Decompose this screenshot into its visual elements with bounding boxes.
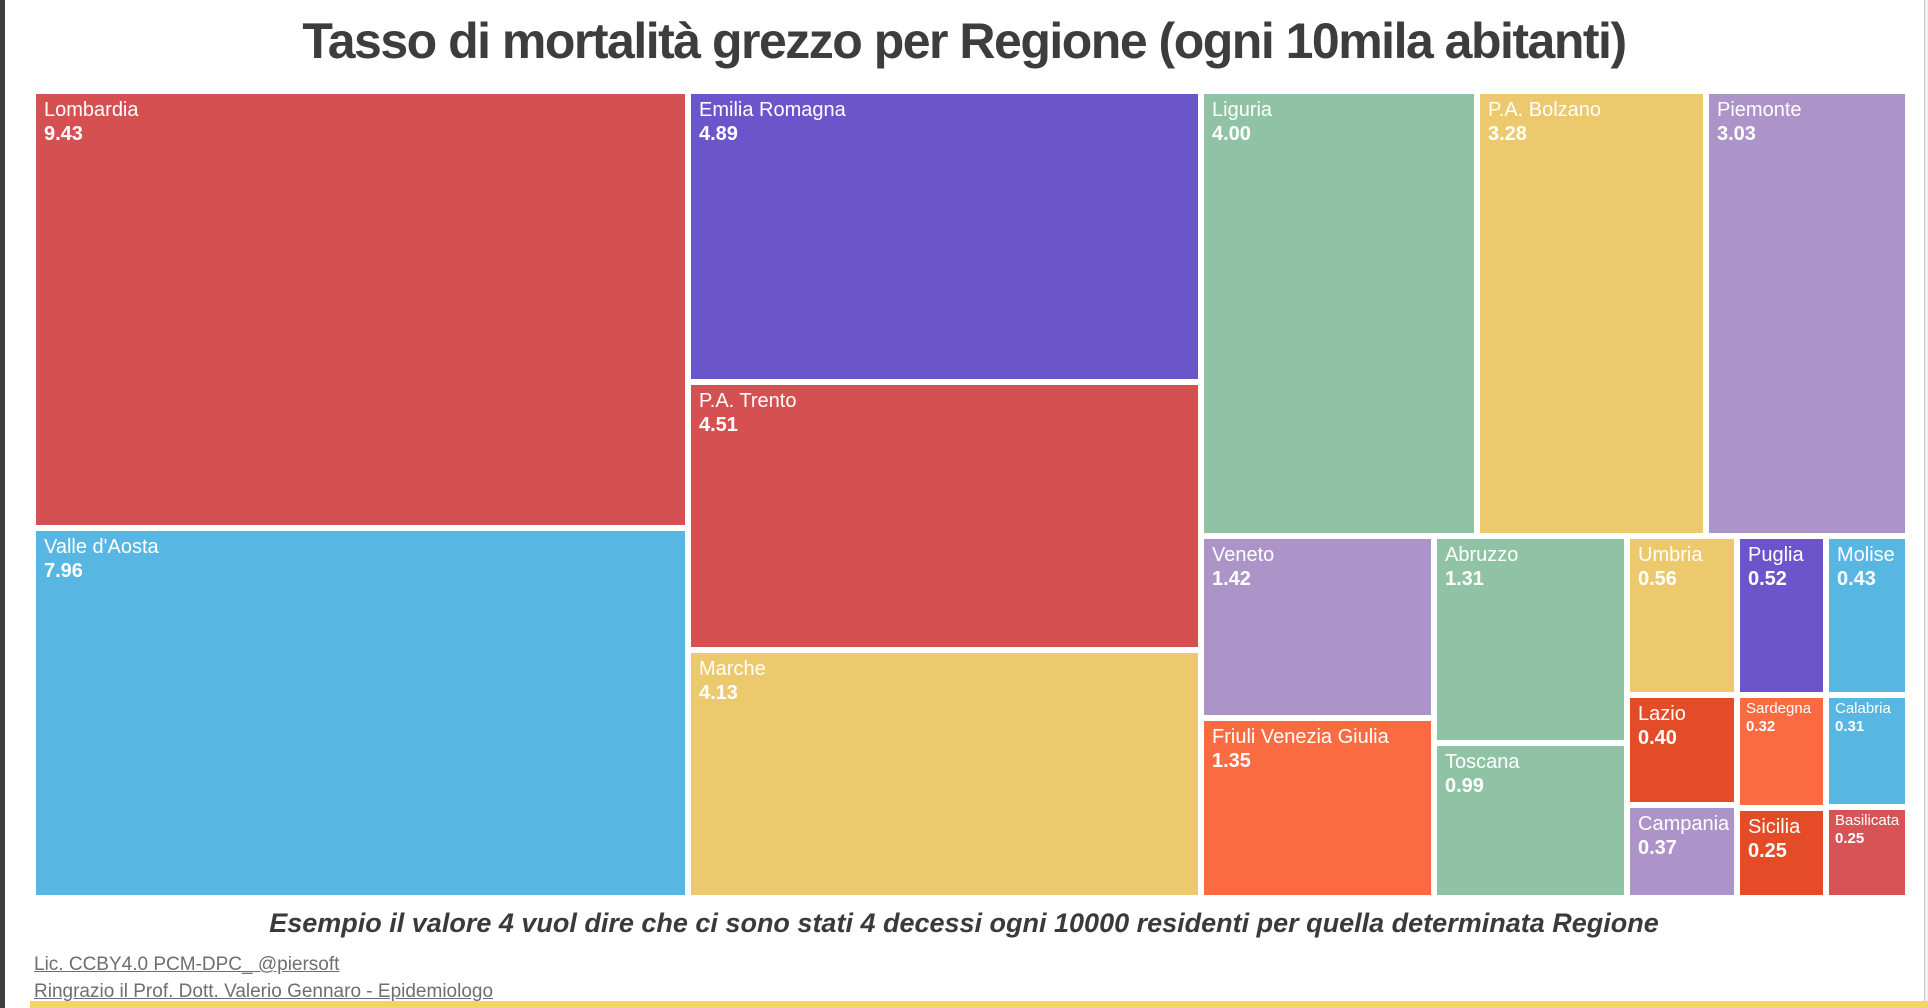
- region-name: P.A. Bolzano: [1488, 99, 1602, 121]
- cell-label: Sicilia 0.25: [1740, 811, 1823, 863]
- treemap-cell-sicilia[interactable]: Sicilia 0.25: [1737, 808, 1826, 898]
- cell-label: Piemonte 3.03: [1709, 94, 1905, 146]
- chart-caption: Esempio il valore 4 vuol dire che ci son…: [269, 908, 1659, 938]
- cell-label: Friuli Venezia Giulia 1.35: [1204, 721, 1431, 773]
- license-link[interactable]: Lic. CCBY4.0 PCM-DPC_ @piersoft: [34, 954, 340, 975]
- cell-label: Lazio 0.40: [1630, 698, 1734, 750]
- region-name: Campania: [1638, 813, 1730, 835]
- region-value: 1.42: [1212, 568, 1251, 590]
- region-name: Veneto: [1212, 544, 1275, 566]
- scrollbar[interactable]: [1924, 0, 1928, 1008]
- region-name: Basilicata: [1835, 812, 1900, 829]
- cell-label: Umbria 0.56: [1630, 539, 1734, 591]
- treemap-cell-molise[interactable]: Molise 0.43: [1826, 536, 1908, 695]
- cell-label: P.A. Bolzano 3.28: [1480, 94, 1703, 146]
- treemap-cell-p-a-trento[interactable]: P.A. Trento 4.51: [688, 382, 1201, 650]
- region-name: P.A. Trento: [699, 390, 797, 412]
- region-value: 0.99: [1445, 775, 1484, 797]
- region-value: 1.31: [1445, 568, 1484, 590]
- treemap-cell-basilicata[interactable]: Basilicata 0.25: [1826, 807, 1908, 898]
- region-name: Marche: [699, 658, 766, 680]
- region-name: Piemonte: [1717, 99, 1802, 121]
- treemap-cell-sardegna[interactable]: Sardegna 0.32: [1737, 695, 1826, 808]
- chart-title: Tasso di mortalità grezzo per Regione (o…: [302, 13, 1627, 69]
- treemap-chart: Lombardia 9.43 Valle d'Aosta 7.96 Emilia Rom…: [33, 91, 1908, 898]
- treemap-cell-lombardia[interactable]: Lombardia 9.43: [33, 91, 688, 528]
- region-name: Molise: [1837, 544, 1895, 566]
- treemap-cell-friuli-venezia-giulia[interactable]: Friuli Venezia Giulia 1.35: [1201, 718, 1434, 898]
- region-value: 4.51: [699, 414, 738, 436]
- treemap-cell-valle-d-aosta[interactable]: Valle d'Aosta 7.96: [33, 528, 688, 898]
- region-value: 4.13: [699, 682, 738, 704]
- region-value: 3.03: [1717, 123, 1756, 145]
- region-value: 7.96: [44, 560, 83, 582]
- cell-label: Lombardia 9.43: [36, 94, 685, 146]
- cell-label: Valle d'Aosta 7.96: [36, 531, 685, 583]
- cell-label: P.A. Trento 4.51: [691, 385, 1198, 437]
- region-name: Sicilia: [1748, 816, 1801, 838]
- region-name: Abruzzo: [1445, 544, 1519, 566]
- region-value: 0.37: [1638, 837, 1677, 859]
- treemap-cell-veneto[interactable]: Veneto 1.42: [1201, 536, 1434, 718]
- region-value: 0.56: [1638, 568, 1677, 590]
- treemap-cell-marche[interactable]: Marche 4.13: [688, 650, 1201, 898]
- region-value: 4.00: [1212, 123, 1251, 145]
- window-left-edge: [0, 0, 5, 1008]
- treemap-cell-liguria[interactable]: Liguria 4.00: [1201, 91, 1477, 536]
- region-name: Lazio: [1638, 703, 1686, 725]
- region-value: 0.32: [1746, 718, 1776, 735]
- treemap-cell-umbria[interactable]: Umbria 0.56: [1627, 536, 1737, 695]
- credits-link[interactable]: Ringrazio il Prof. Dott. Valerio Gennaro…: [34, 981, 494, 1002]
- treemap-cell-p-a-bolzano[interactable]: P.A. Bolzano 3.28: [1477, 91, 1706, 536]
- treemap-cell-piemonte[interactable]: Piemonte 3.03: [1706, 91, 1908, 536]
- cell-label: Molise 0.43: [1829, 539, 1905, 591]
- region-name: Calabria: [1835, 700, 1891, 717]
- treemap-cell-campania[interactable]: Campania 0.37: [1627, 805, 1737, 898]
- cell-label: Emilia Romagna 4.89: [691, 94, 1198, 146]
- region-value: 0.52: [1748, 568, 1787, 590]
- region-value: 0.25: [1835, 830, 1865, 847]
- treemap-cell-lazio[interactable]: Lazio 0.40: [1627, 695, 1737, 805]
- cell-label: Liguria 4.00: [1204, 94, 1474, 146]
- treemap-cell-calabria[interactable]: Calabria 0.31: [1826, 695, 1908, 807]
- region-name: Puglia: [1748, 544, 1804, 566]
- region-value: 3.28: [1488, 123, 1527, 145]
- region-name: Toscana: [1445, 751, 1520, 773]
- cell-label: Toscana 0.99: [1437, 746, 1624, 798]
- treemap-cell-toscana[interactable]: Toscana 0.99: [1434, 743, 1627, 898]
- region-value: 0.31: [1835, 718, 1865, 735]
- cell-label: Basilicata 0.25: [1829, 810, 1905, 848]
- region-name: Sardegna: [1746, 700, 1812, 717]
- region-name: Friuli Venezia Giulia: [1212, 726, 1389, 748]
- treemap-cell-abruzzo[interactable]: Abruzzo 1.31: [1434, 536, 1627, 743]
- treemap-cell-puglia[interactable]: Puglia 0.52: [1737, 536, 1826, 695]
- region-name: Umbria: [1638, 544, 1703, 566]
- region-value: 1.35: [1212, 750, 1251, 772]
- region-name: Lombardia: [44, 99, 139, 121]
- cell-label: Marche 4.13: [691, 653, 1198, 705]
- cell-label: Abruzzo 1.31: [1437, 539, 1624, 591]
- cell-label: Calabria 0.31: [1829, 698, 1905, 736]
- region-value: 0.25: [1748, 840, 1787, 862]
- bottom-accent-bar: [30, 1001, 1928, 1008]
- cell-label: Veneto 1.42: [1204, 539, 1431, 591]
- cell-label: Campania 0.37: [1630, 808, 1734, 860]
- cell-label: Sardegna 0.32: [1740, 698, 1823, 736]
- treemap-cell-emilia-romagna[interactable]: Emilia Romagna 4.89: [688, 91, 1201, 382]
- region-name: Liguria: [1212, 99, 1273, 121]
- region-name: Valle d'Aosta: [44, 536, 159, 558]
- region-value: 0.40: [1638, 727, 1677, 749]
- cell-label: Puglia 0.52: [1740, 539, 1823, 591]
- region-value: 9.43: [44, 123, 83, 145]
- region-value: 0.43: [1837, 568, 1876, 590]
- region-name: Emilia Romagna: [699, 99, 846, 121]
- region-value: 4.89: [699, 123, 738, 145]
